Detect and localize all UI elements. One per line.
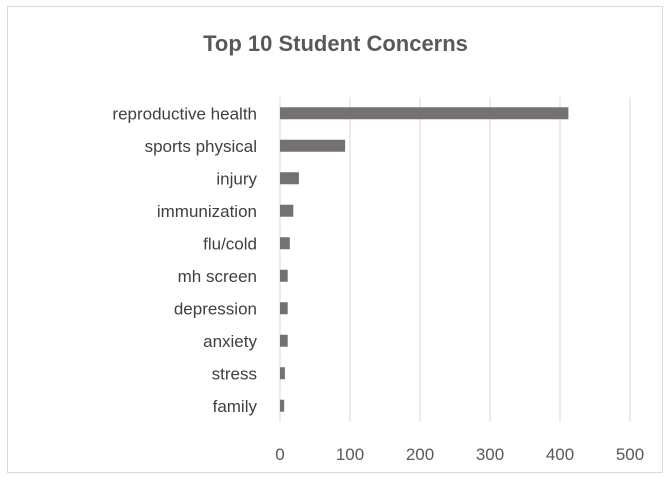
bar-depression — [280, 302, 288, 315]
category-label: family — [213, 397, 258, 416]
bar-family — [280, 399, 285, 412]
category-label: immunization — [157, 202, 257, 221]
x-tick-label: 0 — [275, 445, 284, 464]
category-label: depression — [174, 299, 257, 318]
bar-reproductive-health — [280, 107, 569, 120]
bar-flu-cold — [280, 237, 290, 250]
category-label: mh screen — [178, 267, 257, 286]
x-tick-label: 500 — [616, 445, 644, 464]
bar-stress — [280, 367, 285, 380]
category-label: anxiety — [203, 332, 257, 351]
x-tick-label: 200 — [406, 445, 434, 464]
bar-sports-physical — [280, 139, 346, 152]
chart-title: Top 10 Student Concerns — [203, 31, 468, 56]
x-tick-label: 100 — [336, 445, 364, 464]
x-tick-label: 400 — [546, 445, 574, 464]
category-label: flu/cold — [203, 234, 257, 253]
category-label: injury — [216, 169, 257, 188]
category-label: sports physical — [145, 137, 257, 156]
category-label: stress — [212, 364, 257, 383]
category-label: reproductive health — [112, 104, 257, 123]
bar-mh-screen — [280, 269, 288, 282]
bar-injury — [280, 172, 299, 185]
chart-area — [7, 6, 663, 473]
bar-anxiety — [280, 334, 288, 347]
bar-immunization — [280, 204, 294, 217]
x-tick-label: 300 — [476, 445, 504, 464]
